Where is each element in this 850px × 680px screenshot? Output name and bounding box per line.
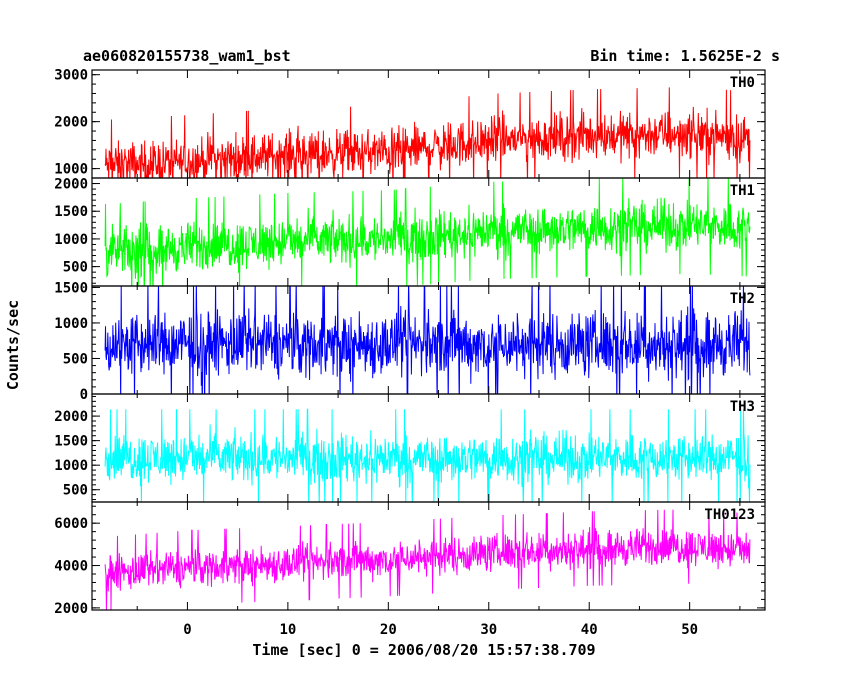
y-tick-label: 500: [63, 260, 88, 276]
y-tick-label: 3000: [54, 68, 88, 84]
series-th2-line: [104, 286, 751, 394]
y-tick-label: 1000: [54, 316, 88, 332]
x-tick-label: 30: [480, 622, 497, 638]
y-axis-label: Counts/sec: [4, 300, 22, 390]
series-th3-label: TH3: [730, 399, 755, 415]
series-th3-line: [104, 408, 751, 502]
y-tick-label: 1500: [54, 280, 88, 296]
series-th0123-line: [104, 509, 751, 610]
y-tick-label: 6000: [54, 516, 88, 532]
y-tick-label: 4000: [54, 559, 88, 575]
x-tick-label: 50: [681, 622, 698, 638]
y-tick-label: 2000: [54, 409, 88, 425]
y-tick-label: 1500: [54, 204, 88, 220]
series-th0123-label: TH0123: [704, 507, 755, 523]
y-tick-label: 1000: [54, 232, 88, 248]
y-tick-label: 2000: [54, 177, 88, 193]
series-th1-line: [104, 178, 751, 286]
y-tick-label: 1000: [54, 458, 88, 474]
y-tick-label: 2000: [54, 115, 88, 131]
x-tick-label: 0: [183, 622, 191, 638]
series-th0-line: [104, 87, 751, 178]
series-th0-label: TH0: [730, 75, 755, 91]
header-left-title: ae060820155738_wam1_bst: [83, 47, 291, 65]
series-th1-label: TH1: [730, 183, 755, 199]
x-tick-label: 20: [380, 622, 397, 638]
series-th2-label: TH2: [730, 291, 755, 307]
header-right-title: Bin time: 1.5625E-2 s: [590, 47, 780, 65]
y-tick-label: 500: [63, 351, 88, 367]
x-axis-label: Time [sec] 0 = 2006/08/20 15:57:38.709: [252, 641, 595, 659]
panel-frame-th0123: [91, 501, 766, 611]
y-tick-label: 0: [80, 387, 88, 403]
x-tick-label: 10: [279, 622, 296, 638]
y-tick-label: 1500: [54, 434, 88, 450]
x-tick-label: 40: [581, 622, 598, 638]
y-tick-label: 2000: [54, 601, 88, 617]
y-tick-label: 1000: [54, 162, 88, 178]
y-tick-label: 500: [63, 483, 88, 499]
